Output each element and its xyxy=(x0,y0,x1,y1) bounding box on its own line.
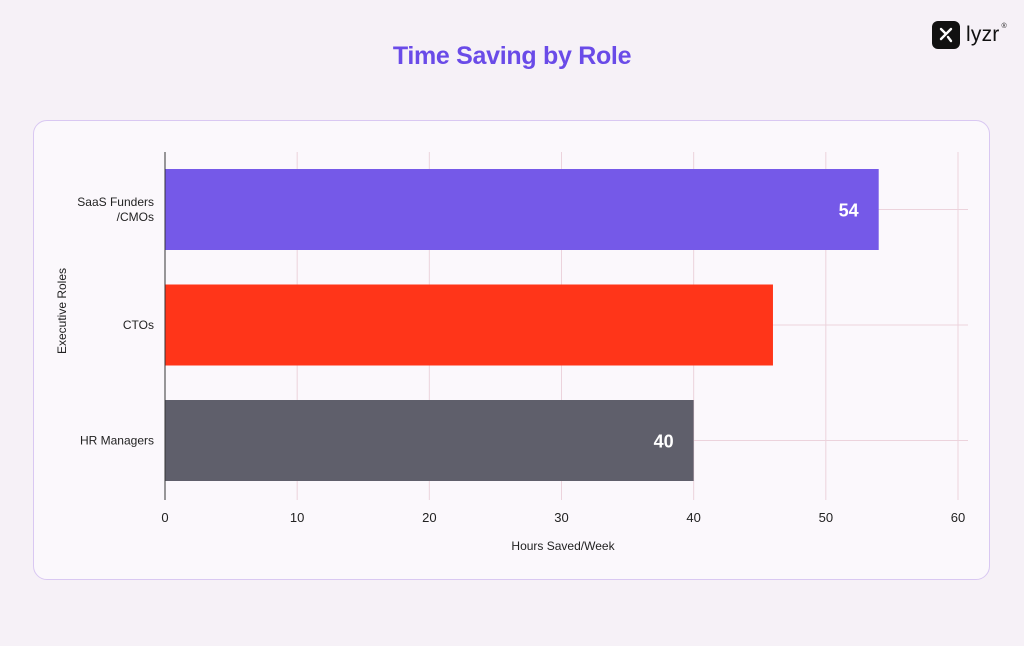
brand-logo: lyzr ® xyxy=(932,21,1007,49)
y-tick-label: SaaS Funders/CMOs xyxy=(77,195,154,224)
x-tick-label: 20 xyxy=(422,510,436,525)
x-tick-label: 40 xyxy=(686,510,700,525)
lyzr-logo-icon xyxy=(932,21,960,49)
x-tick-label: 50 xyxy=(819,510,833,525)
y-axis-title: Executive Roles xyxy=(55,268,69,354)
x-axis-title: Hours Saved/Week xyxy=(511,539,615,553)
x-tick-label: 60 xyxy=(951,510,965,525)
y-tick-label: HR Managers xyxy=(80,434,154,448)
y-tick-label: CTOs xyxy=(123,318,154,332)
chart-title: Time Saving by Role xyxy=(392,42,632,70)
brand-name: lyzr xyxy=(966,23,1000,46)
x-tick-label: 30 xyxy=(554,510,568,525)
brand-trademark: ® xyxy=(1001,23,1007,30)
bar xyxy=(165,284,773,366)
bar-data-label: 40 xyxy=(654,432,674,452)
bar xyxy=(165,169,879,250)
bar xyxy=(165,400,694,481)
x-tick-label: 0 xyxy=(161,510,168,525)
bar-data-label: 54 xyxy=(839,201,859,221)
x-tick-label: 10 xyxy=(290,510,304,525)
